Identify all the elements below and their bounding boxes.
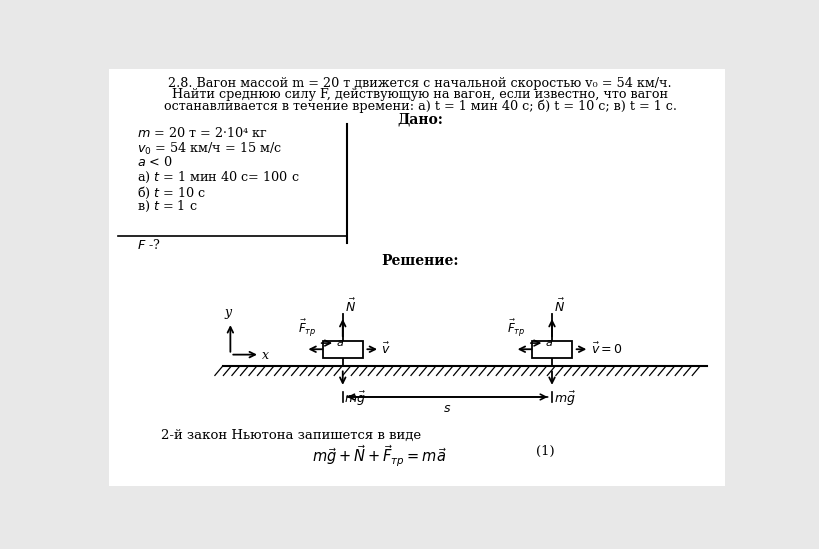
Text: y: y xyxy=(224,306,231,319)
Text: $\vec{N}$: $\vec{N}$ xyxy=(554,298,564,315)
Text: $\vec{v}=0$: $\vec{v}=0$ xyxy=(590,341,622,357)
Text: $F$ -?: $F$ -? xyxy=(138,238,161,253)
Text: $\vec{F}_{тр}$: $\vec{F}_{тр}$ xyxy=(297,318,316,339)
Text: $\vec{F}_{тр}$: $\vec{F}_{тр}$ xyxy=(506,318,525,339)
Text: (1): (1) xyxy=(536,445,554,458)
Text: $\vec{N}$: $\vec{N}$ xyxy=(345,298,355,315)
Text: Дано:: Дано: xyxy=(397,112,442,126)
Text: $\vec{v}$: $\vec{v}$ xyxy=(381,341,391,357)
Text: Найти среднюю силу F, действующую на вагон, если известно, что вагон: Найти среднюю силу F, действующую на ваг… xyxy=(172,88,667,101)
Text: $a$ < 0: $a$ < 0 xyxy=(138,155,173,169)
Text: $m\vec{g} + \vec{N} + \vec{F}_{тр} = m\vec{a}$: $m\vec{g} + \vec{N} + \vec{F}_{тр} = m\v… xyxy=(311,443,446,469)
Bar xyxy=(532,341,572,358)
Text: 2-й закон Ньютона запишется в виде: 2-й закон Ньютона запишется в виде xyxy=(161,429,420,442)
Text: x: x xyxy=(262,349,269,362)
Bar xyxy=(322,341,363,358)
Text: $m\vec{g}$: $m\vec{g}$ xyxy=(553,390,575,408)
Text: $v_0$ = 54 км/ч = 15 м/с: $v_0$ = 54 км/ч = 15 м/с xyxy=(138,141,282,156)
Text: а) $t$ = 1 мин 40 с= 100 с: а) $t$ = 1 мин 40 с= 100 с xyxy=(138,170,300,185)
Text: $a$: $a$ xyxy=(545,338,553,348)
Text: $m$ = 20 т = 2·10⁴ кг: $m$ = 20 т = 2·10⁴ кг xyxy=(138,126,268,140)
Text: Решение:: Решение: xyxy=(381,254,459,268)
Text: $a$: $a$ xyxy=(335,338,343,348)
Text: $m\vec{g}$: $m\vec{g}$ xyxy=(344,390,365,408)
Text: б) $t$ = 10 с: б) $t$ = 10 с xyxy=(138,184,206,200)
Text: $s$: $s$ xyxy=(443,402,451,414)
Text: в) $t$ = 1 с: в) $t$ = 1 с xyxy=(138,199,198,214)
Text: останавливается в течение времени: а) t = 1 мин 40 с; б) t = 10 с; в) t = 1 с.: останавливается в течение времени: а) t … xyxy=(164,100,676,113)
Text: 2.8. Вагон массой m = 20 т движется с начальной скоростью v₀ = 54 км/ч.: 2.8. Вагон массой m = 20 т движется с на… xyxy=(168,77,672,89)
